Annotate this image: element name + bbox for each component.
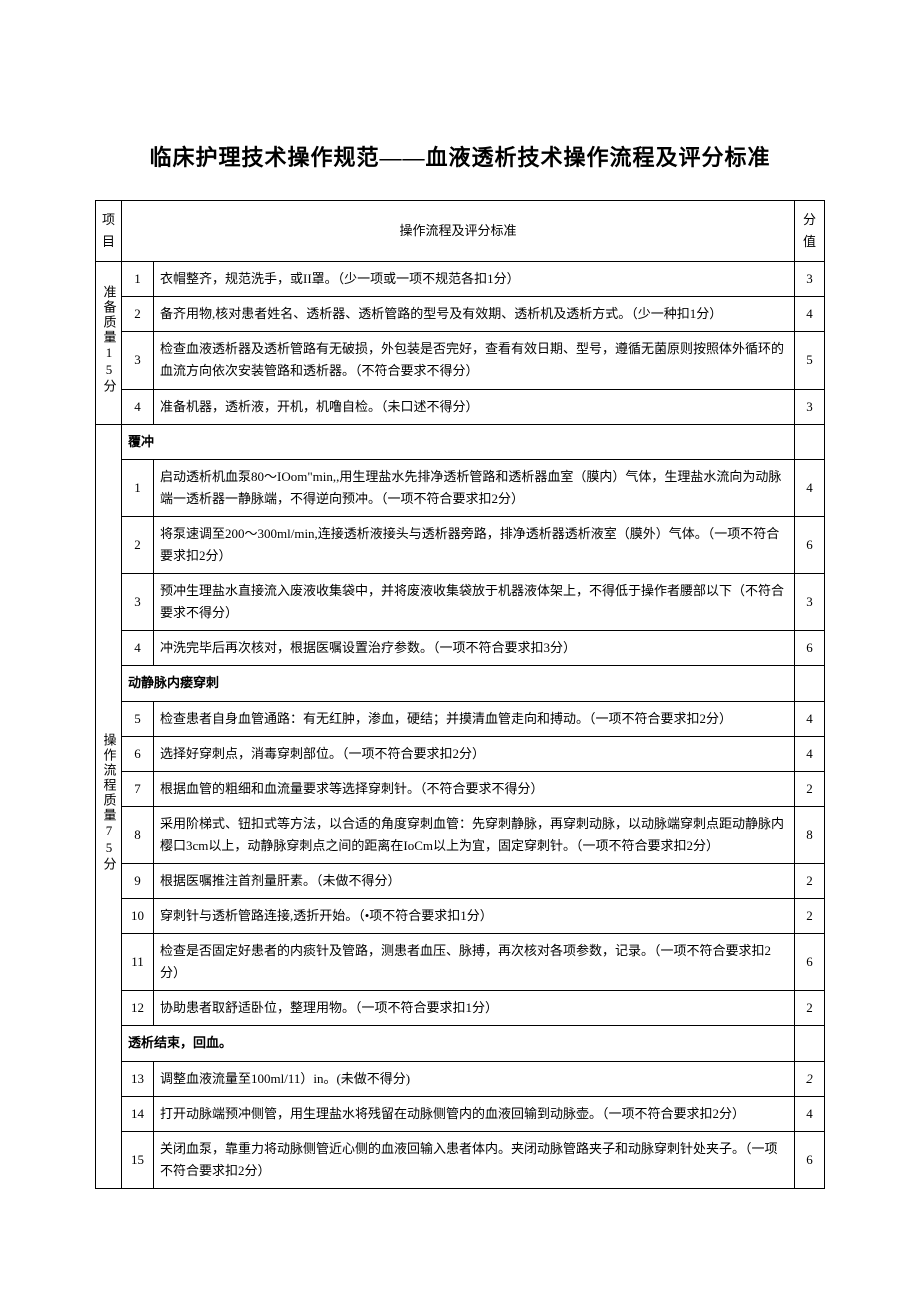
cell-score: 2 (795, 863, 825, 898)
cell-score: 3 (795, 574, 825, 631)
cell-text: 根据血管的粗细和血流量要求等选择穿刺针。（不符合要求不得分） (154, 771, 795, 806)
cell-score: 6 (795, 934, 825, 991)
cell-text: 关闭血泵，靠重力将动脉侧管近心侧的血液回输入患者体内。夹闭动脉管路夹子和动脉穿刺… (154, 1131, 795, 1188)
table-row: 15关闭血泵，靠重力将动脉侧管近心侧的血液回输入患者体内。夹闭动脉管路夹子和动脉… (96, 1131, 825, 1188)
cell-score: 2 (795, 991, 825, 1026)
table-row: 透析结束，回血。 (96, 1026, 825, 1061)
header-section: 项目 (96, 201, 122, 262)
table-row: 动静脉内瘘穿刺 (96, 666, 825, 701)
cell-num: 4 (122, 631, 154, 666)
cell-score: 6 (795, 516, 825, 573)
table-row: 6选择好穿刺点，消毒穿刺部位。（一项不符合要求扣2分）4 (96, 736, 825, 771)
cell-text: 调整血液流量至100ml/11）in。(未做不得分) (154, 1061, 795, 1096)
section-label: 准备质量15分 (96, 262, 122, 424)
cell-text: 协助患者取舒适卧位，整理用物。（一项不符合要求扣1分） (154, 991, 795, 1026)
cell-text: 选择好穿刺点，消毒穿刺部位。（一项不符合要求扣2分） (154, 736, 795, 771)
cell-text: 根据医嘱推注首剂量肝素。（未做不得分） (154, 863, 795, 898)
cell-score (795, 424, 825, 459)
cell-text: 穿刺针与透析管路连接,透折开始。（•项不符合要求扣1分） (154, 899, 795, 934)
cell-num: 3 (122, 332, 154, 389)
table-row: 2备齐用物,核对患者姓名、透析器、透析管路的型号及有效期、透析机及透析方式。（少… (96, 297, 825, 332)
cell-score: 4 (795, 1096, 825, 1131)
cell-num: 6 (122, 736, 154, 771)
cell-num: 3 (122, 574, 154, 631)
table-row: 3检查血液透析器及透析管路有无破损，外包装是否完好，查看有效日期、型号，遵循无菌… (96, 332, 825, 389)
table-row: 2将泵速调至200～300ml/min,连接透析液接头与透析器旁路，排净透析器透… (96, 516, 825, 573)
table-row: 7根据血管的粗细和血流量要求等选择穿刺针。（不符合要求不得分）2 (96, 771, 825, 806)
cell-score: 2 (795, 899, 825, 934)
cell-score: 2 (795, 1061, 825, 1096)
table-row: 操作流程质量75分覆冲 (96, 424, 825, 459)
cell-text: 衣帽整齐，规范洗手，或II罩。（少一项或一项不规范各扣1分） (154, 262, 795, 297)
cell-num: 8 (122, 806, 154, 863)
cell-num: 5 (122, 701, 154, 736)
cell-num: 1 (122, 459, 154, 516)
cell-text: 采用阶梯式、钮扣式等方法，以合适的角度穿刺血管：先穿刺静脉，再穿刺动脉，以动脉端… (154, 806, 795, 863)
cell-num: 12 (122, 991, 154, 1026)
table-row: 3预冲生理盐水直接流入废液收集袋中，并将废液收集袋放于机器液体架上，不得低于操作… (96, 574, 825, 631)
table-row: 14打开动脉端预冲侧管，用生理盐水将残留在动脉侧管内的血液回输到动脉壶。（一项不… (96, 1096, 825, 1131)
cell-num: 4 (122, 389, 154, 424)
page-title: 临床护理技术操作规范——血液透析技术操作流程及评分标准 (95, 140, 825, 172)
header-criteria: 操作流程及评分标准 (122, 201, 795, 262)
cell-score: 6 (795, 631, 825, 666)
subsection-header: 透析结束，回血。 (122, 1026, 795, 1061)
cell-num: 11 (122, 934, 154, 991)
cell-score: 3 (795, 389, 825, 424)
cell-text: 预冲生理盐水直接流入废液收集袋中，并将废液收集袋放于机器液体架上，不得低于操作者… (154, 574, 795, 631)
table-row: 13调整血液流量至100ml/11）in。(未做不得分)2 (96, 1061, 825, 1096)
table-row: 4准备机器，透析液，开机，机噜自检。（未口述不得分）3 (96, 389, 825, 424)
cell-text: 将泵速调至200～300ml/min,连接透析液接头与透析器旁路，排净透析器透析… (154, 516, 795, 573)
table-row: 1启动透析机血泵80～IOom"min,,用生理盐水先排净透析管路和透析器血室（… (96, 459, 825, 516)
cell-score: 6 (795, 1131, 825, 1188)
cell-text: 检查血液透析器及透析管路有无破损，外包装是否完好，查看有效日期、型号，遵循无菌原… (154, 332, 795, 389)
cell-score: 2 (795, 771, 825, 806)
cell-score: 5 (795, 332, 825, 389)
table-row: 准备质量15分1衣帽整齐，规范洗手，或II罩。（少一项或一项不规范各扣1分）3 (96, 262, 825, 297)
cell-text: 检查是否固定好患者的内痰针及管路，测患者血压、脉搏，再次核对各项参数，记录。（一… (154, 934, 795, 991)
cell-score: 4 (795, 701, 825, 736)
cell-num: 15 (122, 1131, 154, 1188)
table-row: 9根据医嘱推注首剂量肝素。（未做不得分）2 (96, 863, 825, 898)
cell-num: 9 (122, 863, 154, 898)
header-score: 分值 (795, 201, 825, 262)
cell-score: 3 (795, 262, 825, 297)
cell-score: 4 (795, 736, 825, 771)
table-row: 11检查是否固定好患者的内痰针及管路，测患者血压、脉搏，再次核对各项参数，记录。… (96, 934, 825, 991)
cell-text: 打开动脉端预冲侧管，用生理盐水将残留在动脉侧管内的血液回输到动脉壶。（一项不符合… (154, 1096, 795, 1131)
cell-num: 1 (122, 262, 154, 297)
cell-score: 4 (795, 459, 825, 516)
table-row: 5检查患者自身血管通路：有无红肿，渗血，硬结；并摸清血管走向和搏动。（一项不符合… (96, 701, 825, 736)
cell-num: 10 (122, 899, 154, 934)
section-label: 操作流程质量75分 (96, 424, 122, 1188)
cell-score (795, 1026, 825, 1061)
cell-num: 7 (122, 771, 154, 806)
cell-text: 检查患者自身血管通路：有无红肿，渗血，硬结；并摸清血管走向和搏动。（一项不符合要… (154, 701, 795, 736)
table-row: 10穿刺针与透析管路连接,透折开始。（•项不符合要求扣1分）2 (96, 899, 825, 934)
cell-text: 备齐用物,核对患者姓名、透析器、透析管路的型号及有效期、透析机及透析方式。（少一… (154, 297, 795, 332)
cell-num: 2 (122, 516, 154, 573)
cell-num: 13 (122, 1061, 154, 1096)
scoring-table: 项目操作流程及评分标准分值准备质量15分1衣帽整齐，规范洗手，或II罩。（少一项… (95, 200, 825, 1189)
cell-score: 8 (795, 806, 825, 863)
cell-text: 准备机器，透析液，开机，机噜自检。（未口述不得分） (154, 389, 795, 424)
cell-score (795, 666, 825, 701)
table-row: 8采用阶梯式、钮扣式等方法，以合适的角度穿刺血管：先穿刺静脉，再穿刺动脉，以动脉… (96, 806, 825, 863)
cell-score: 4 (795, 297, 825, 332)
subsection-header: 动静脉内瘘穿刺 (122, 666, 795, 701)
cell-num: 2 (122, 297, 154, 332)
cell-text: 启动透析机血泵80～IOom"min,,用生理盐水先排净透析管路和透析器血室（膜… (154, 459, 795, 516)
table-row: 4冲洗完毕后再次核对，根据医嘱设置治疗参数。（一项不符合要求扣3分）6 (96, 631, 825, 666)
subsection-header: 覆冲 (122, 424, 795, 459)
table-row: 12协助患者取舒适卧位，整理用物。（一项不符合要求扣1分）2 (96, 991, 825, 1026)
cell-text: 冲洗完毕后再次核对，根据医嘱设置治疗参数。（一项不符合要求扣3分） (154, 631, 795, 666)
cell-num: 14 (122, 1096, 154, 1131)
